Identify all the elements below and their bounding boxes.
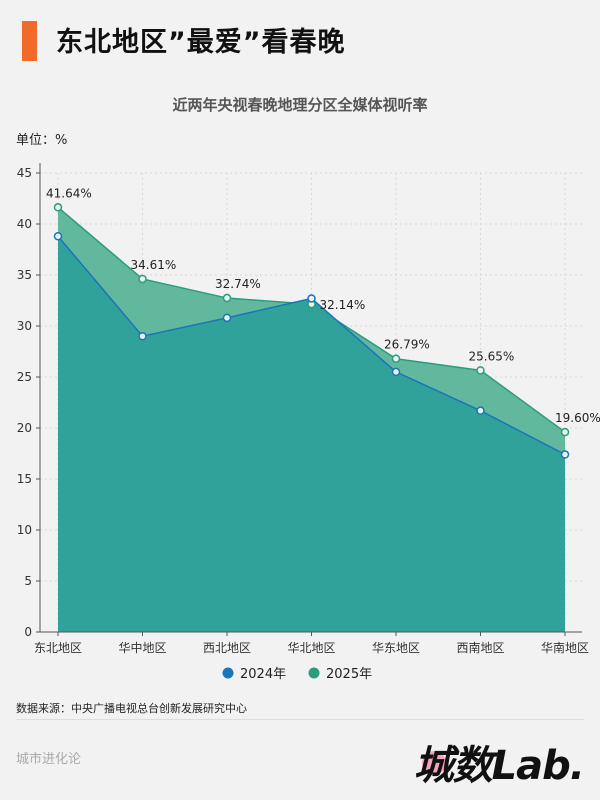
legend-label: 2025年 bbox=[326, 667, 372, 682]
data-point bbox=[222, 293, 232, 303]
data-label: 25.65% bbox=[469, 349, 515, 363]
page-title: 东北地区”最爱”看春晚 bbox=[56, 27, 346, 58]
y-tick-label: 10 bbox=[17, 523, 32, 537]
x-tick-label: 华北地区 bbox=[287, 641, 335, 655]
area-2024年 bbox=[58, 236, 565, 633]
y-tick-label: 35 bbox=[17, 268, 32, 282]
y-tick-label: 15 bbox=[17, 472, 32, 486]
data-label: 32.14% bbox=[320, 298, 366, 312]
y-tick-label: 40 bbox=[17, 217, 32, 231]
logo: 城数Lab. bbox=[413, 743, 585, 789]
y-tick-label: 30 bbox=[17, 319, 32, 333]
data-point bbox=[53, 231, 63, 241]
data-point bbox=[560, 427, 570, 437]
y-tick-label: 45 bbox=[17, 166, 32, 180]
data-point bbox=[138, 274, 147, 284]
data-point bbox=[560, 450, 570, 459]
data-point bbox=[391, 367, 401, 377]
chart-title: 近两年央视春晚地理分区全媒体视听率 bbox=[172, 96, 428, 114]
data-point bbox=[476, 366, 485, 375]
x-tick-label: 华中地区 bbox=[118, 640, 166, 655]
x-tick-label: 华东地区 bbox=[372, 641, 420, 655]
x-tick-label: 东北地区 bbox=[34, 641, 82, 655]
data-point bbox=[222, 313, 232, 323]
brand-name: 城市进化论 bbox=[16, 752, 82, 767]
area-chart: 0 5 10 15 20 25 30 35 40 45 东北地区 华中地区 西北地区 华北地区 华东地区 西南… bbox=[17, 163, 600, 682]
data-label: 32.74% bbox=[215, 277, 261, 291]
x-tick-label: 西北地区 bbox=[203, 641, 251, 655]
y-tick-label: 20 bbox=[17, 421, 32, 435]
legend-marker bbox=[308, 667, 320, 679]
data-point bbox=[53, 203, 63, 212]
data-point bbox=[476, 406, 485, 415]
data-label: 41.64% bbox=[46, 186, 92, 200]
divider bbox=[16, 719, 584, 720]
data-source: 数据来源：中央广播电视总台创新发展研究中心 bbox=[16, 702, 247, 715]
data-point bbox=[391, 354, 401, 363]
data-label: 19.60% bbox=[555, 411, 600, 425]
x-tick-label: 西南地区 bbox=[456, 640, 504, 655]
data-label: 34.61% bbox=[131, 258, 177, 272]
x-tick-label: 华南地区 bbox=[541, 640, 589, 655]
legend-label: 2024年 bbox=[240, 667, 286, 682]
legend-marker bbox=[222, 667, 234, 679]
logo-dot bbox=[422, 751, 446, 775]
data-label: 26.79% bbox=[384, 338, 430, 352]
data-point bbox=[138, 331, 147, 341]
title-accent-bar bbox=[22, 21, 37, 61]
data-point bbox=[307, 294, 316, 303]
y-tick-label: 0 bbox=[24, 625, 32, 639]
y-tick-label: 25 bbox=[17, 370, 32, 384]
y-tick-label: 5 bbox=[24, 574, 32, 588]
unit-label: 单位：% bbox=[16, 133, 68, 148]
